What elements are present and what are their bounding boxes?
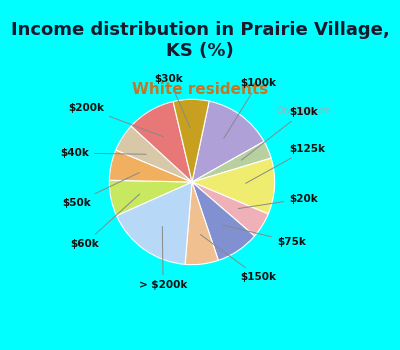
Text: $150k: $150k <box>200 234 276 282</box>
Text: $20k: $20k <box>238 194 318 209</box>
Wedge shape <box>192 141 271 182</box>
Wedge shape <box>192 182 254 260</box>
Text: Income distribution in Prairie Village,
KS (%): Income distribution in Prairie Village, … <box>11 21 389 60</box>
Wedge shape <box>173 99 209 182</box>
Text: $125k: $125k <box>246 144 326 183</box>
Text: $50k: $50k <box>62 173 139 208</box>
Wedge shape <box>192 182 268 236</box>
Wedge shape <box>109 150 192 182</box>
Wedge shape <box>192 158 275 214</box>
Wedge shape <box>109 180 192 216</box>
Wedge shape <box>131 102 192 182</box>
Text: $60k: $60k <box>70 194 140 249</box>
Text: $200k: $200k <box>68 103 164 137</box>
Wedge shape <box>192 101 264 182</box>
Text: $100k: $100k <box>224 78 276 138</box>
Wedge shape <box>185 182 218 265</box>
Text: > $200k: > $200k <box>139 226 187 290</box>
Wedge shape <box>116 182 192 264</box>
Wedge shape <box>116 126 192 182</box>
Text: $10k: $10k <box>241 107 318 160</box>
Text: City-Data.com: City-Data.com <box>277 106 331 114</box>
Text: $30k: $30k <box>154 74 190 128</box>
Text: $75k: $75k <box>223 225 306 246</box>
Text: $40k: $40k <box>60 148 146 158</box>
Text: White residents: White residents <box>132 82 268 97</box>
